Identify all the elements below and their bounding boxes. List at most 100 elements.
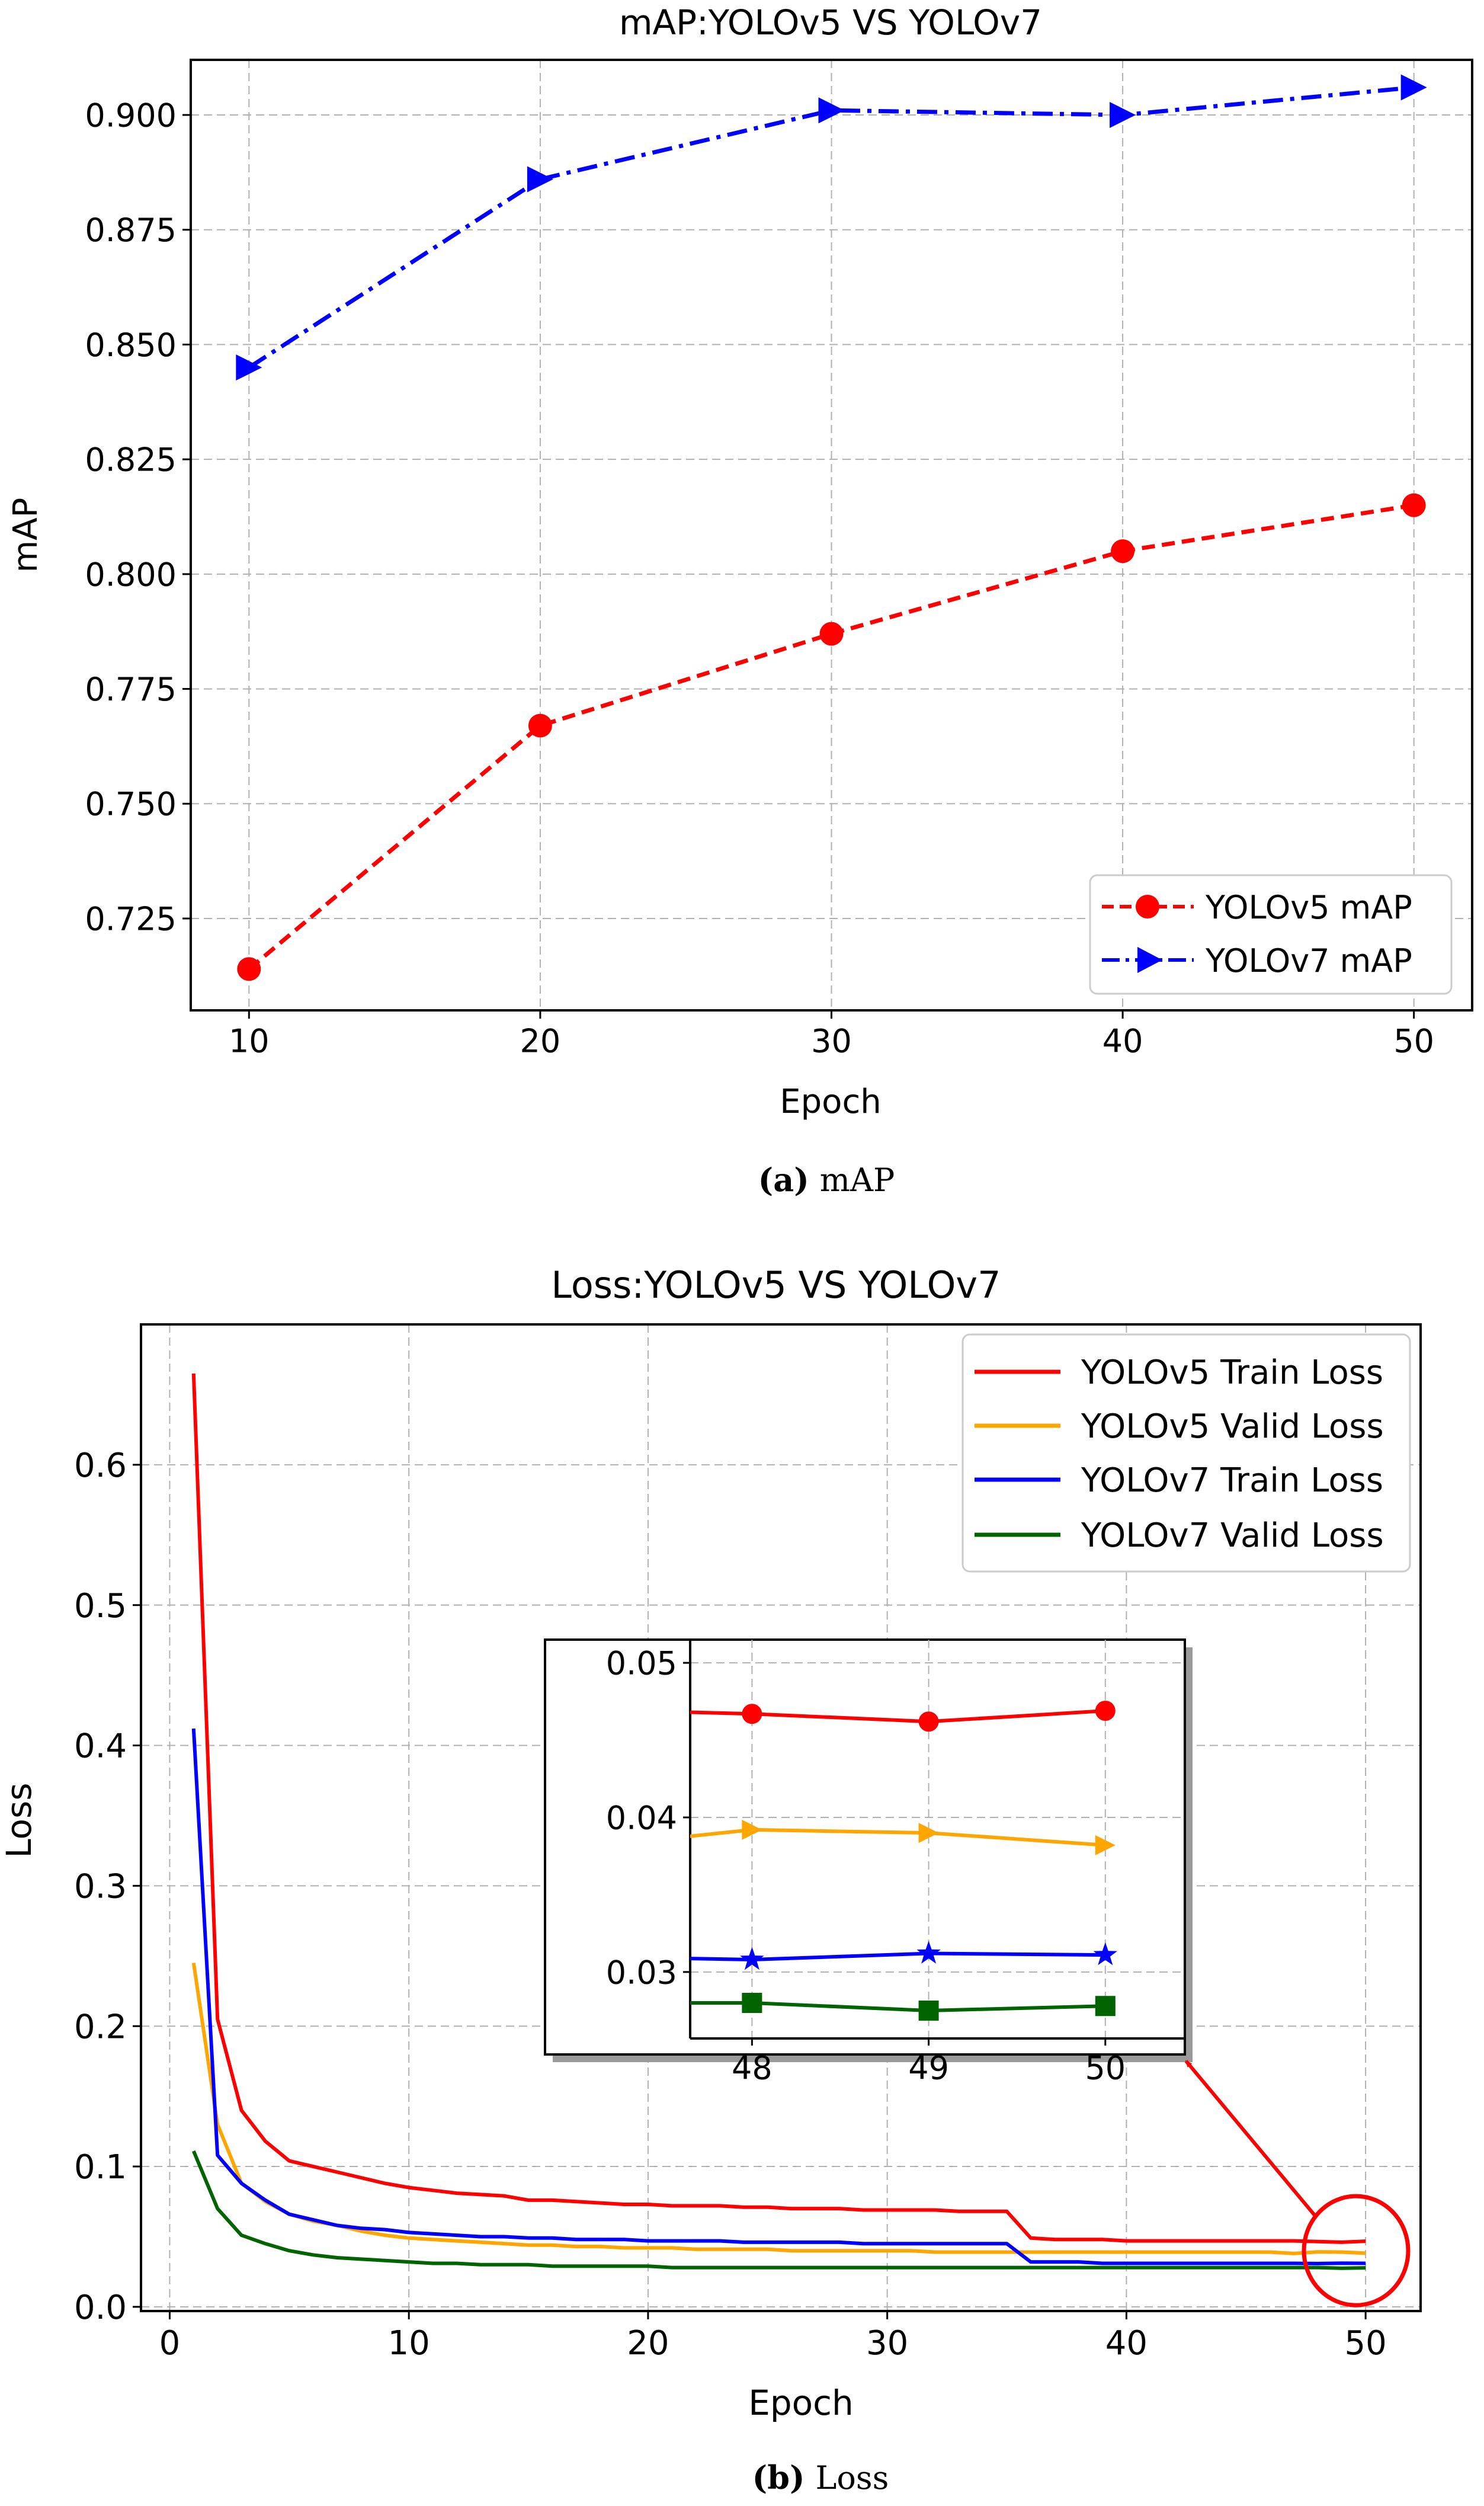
loss-x-ticks: 0 10 20 30 40 50 xyxy=(159,2311,1387,2363)
loss-x-axis-label: Epoch xyxy=(748,2383,854,2423)
yolov5-valid-loss-line xyxy=(191,1963,1366,2255)
inset-yolov7-valid-loss-line xyxy=(690,2001,1105,2013)
zoom-highlight-circle xyxy=(1302,2194,1411,2307)
legend-yolov5-map-label: YOLOv5 mAP xyxy=(1205,889,1412,926)
map-y-tick-label: 0.825 xyxy=(85,441,177,479)
loss-x-tick-label: 30 xyxy=(866,2324,908,2363)
inset-series xyxy=(690,1700,1117,2021)
inset-yolov7-train-loss-point xyxy=(916,1941,941,1964)
caption-a: (a) mAP xyxy=(758,1161,895,1199)
inset-gridlines xyxy=(690,1640,1185,2038)
yolov5-map-point xyxy=(528,713,552,738)
map-x-tick-label: 10 xyxy=(229,1023,270,1060)
loss-x-tick-label: 40 xyxy=(1105,2324,1148,2363)
map-y-tick-label: 0.775 xyxy=(85,671,177,708)
inset-yolov5-train-loss-point xyxy=(918,1711,939,1732)
inset-x-tick-label: 48 xyxy=(732,2050,773,2087)
caption-a-label: (a) xyxy=(758,1161,809,1199)
loss-y-tick-label: 0.4 xyxy=(74,1727,127,1766)
inset-panel xyxy=(544,1638,1186,2056)
loss-y-tick-label: 0.2 xyxy=(74,2008,127,2046)
inset-yolov5-valid-loss-point xyxy=(1095,1835,1116,1855)
inset-yolov7-train-loss-point xyxy=(1093,1942,1117,1966)
yolov7-train-loss-line xyxy=(191,1728,1366,2265)
yolov5-map-point xyxy=(1402,493,1426,517)
map-chart: mAP:YOLOv5 VS YOLOv7 0.725 0.750 0.775 0.80… xyxy=(7,2,1473,1121)
loss-y-tick-label: 0.1 xyxy=(74,2148,127,2187)
legend-yolov5-map-marker xyxy=(1136,895,1159,918)
yolov5-map-point xyxy=(1111,539,1135,564)
yolov7-map-point xyxy=(1400,74,1427,101)
zoom-arrow xyxy=(1184,2060,1316,2217)
inset-yolov5-train-loss-point xyxy=(1095,1700,1116,1721)
map-y-tick-label: 0.900 xyxy=(85,97,177,134)
loss-x-tick-label: 0 xyxy=(159,2324,181,2363)
map-y-tick-label: 0.875 xyxy=(85,212,177,249)
yolov7-map-point xyxy=(236,354,262,381)
map-y-tick-label: 0.725 xyxy=(85,900,177,937)
legend-yolov5-valid-label: YOLOv5 Valid Loss xyxy=(1081,1407,1384,1446)
legend-yolov7-train-label: YOLOv7 Train Loss xyxy=(1081,1461,1383,1500)
inset-yolov7-valid-loss-point xyxy=(918,2001,939,2021)
yolov7-valid-loss-line xyxy=(192,2150,1366,2270)
loss-x-tick-label: 50 xyxy=(1345,2324,1387,2363)
map-y-ticks: 0.725 0.750 0.775 0.800 0.825 0.850 0.875 0.900 xyxy=(85,97,191,937)
map-x-axis-label: Epoch xyxy=(780,1083,881,1121)
legend-yolov7-map-label: YOLOv7 mAP xyxy=(1205,942,1412,980)
legend-yolov7-valid-label: YOLOv7 Valid Loss xyxy=(1081,1516,1384,1555)
inset-yolov5-train-loss-line xyxy=(690,1709,1105,1724)
caption-b: (b) Loss xyxy=(752,2459,889,2497)
map-x-tick-label: 50 xyxy=(1393,1023,1434,1060)
yolov5-map-point xyxy=(819,622,844,646)
map-y-tick-label: 0.750 xyxy=(85,786,177,823)
map-x-tick-label: 40 xyxy=(1102,1023,1143,1060)
inset-yolov7-train-loss-point xyxy=(740,1947,764,1970)
inset-yolov5-valid-loss-point xyxy=(742,1819,762,1840)
caption-b-label: (b) xyxy=(752,2459,805,2497)
map-chart-title: mAP:YOLOv5 VS YOLOv7 xyxy=(619,2,1042,43)
map-x-ticks: 10 20 30 40 50 xyxy=(229,1010,1434,1060)
legend-yolov5-train-label: YOLOv5 Train Loss xyxy=(1081,1353,1383,1392)
inset-y-tick-label: 0.04 xyxy=(606,1799,677,1836)
inset-y-tick-label: 0.03 xyxy=(606,1954,677,1991)
loss-chart: Loss:YOLOv5 VS YOLOv7 0.0 0.1 0.2 0.3 0.4 0.5… xyxy=(0,1263,1422,2423)
inset-x-ticks: 48 49 50 xyxy=(732,2038,1126,2087)
map-y-tick-label: 0.800 xyxy=(85,556,177,593)
inset-y-ticks: 0.03 0.04 0.05 xyxy=(606,1645,690,1991)
loss-x-tick-label: 10 xyxy=(388,2324,430,2363)
map-x-tick-label: 20 xyxy=(520,1023,561,1060)
loss-y-tick-label: 0.5 xyxy=(74,1587,127,1625)
loss-x-tick-label: 20 xyxy=(627,2324,669,2363)
loss-y-ticks: 0.0 0.1 0.2 0.3 0.4 0.5 0.6 xyxy=(74,1446,141,2327)
map-series xyxy=(236,74,1427,981)
yolov7-map-point xyxy=(527,166,553,193)
inset-yolov5-valid-loss-line xyxy=(690,1828,1106,1847)
loss-plot-frame xyxy=(140,1323,1422,2312)
map-y-axis-label: mAP xyxy=(7,498,45,573)
legend-yolov7-map-marker xyxy=(1137,947,1162,973)
loss-y-tick-label: 0.3 xyxy=(74,1868,127,1906)
inset-yolov5-train-loss-point xyxy=(742,1704,762,1724)
caption-b-text: Loss xyxy=(816,2459,889,2497)
yolov7-map-point xyxy=(1110,101,1136,128)
yolov5-train-loss-line xyxy=(191,1373,1366,2244)
caption-a-text: mAP xyxy=(820,1161,895,1199)
loss-y-tick-label: 0.0 xyxy=(74,2289,127,2327)
loss-y-tick-label: 0.6 xyxy=(74,1446,127,1485)
map-x-tick-label: 30 xyxy=(811,1023,852,1060)
loss-series xyxy=(191,1373,1366,2270)
yolov7-map-point xyxy=(818,97,845,124)
inset-x-tick-label: 49 xyxy=(908,2050,949,2087)
inset-yolov7-train-loss-line xyxy=(690,1951,1105,1962)
inset-x-tick-label: 50 xyxy=(1085,2050,1126,2087)
inset-yolov7-valid-loss-point xyxy=(1095,1996,1116,2017)
loss-legend: YOLOv5 Train Loss YOLOv5 Valid Loss YOLO… xyxy=(961,1333,1411,1573)
map-legend: YOLOv5 mAP YOLOv7 mAP xyxy=(1089,874,1453,995)
inset-y-tick-label: 0.05 xyxy=(606,1645,677,1682)
map-y-tick-label: 0.850 xyxy=(85,327,177,364)
yolov5-map-point xyxy=(237,957,261,981)
loss-inset: 0.03 0.04 0.05 48 49 50 xyxy=(544,1638,1193,2087)
map-gridlines xyxy=(191,60,1472,1010)
inset-yolov5-valid-loss-point xyxy=(918,1823,939,1844)
